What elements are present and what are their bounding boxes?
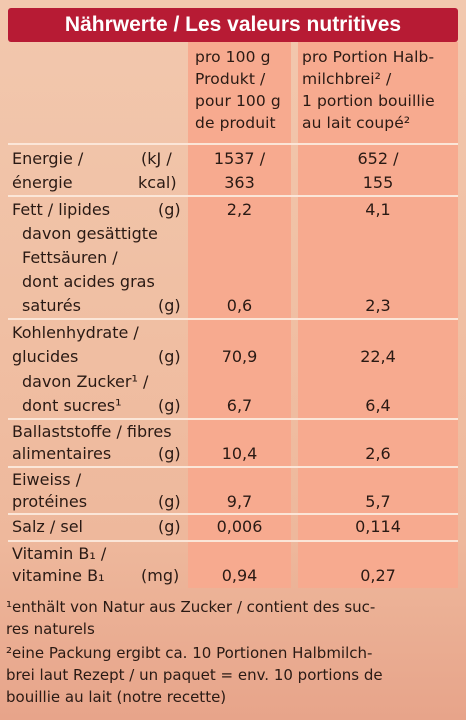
header-line: milchbrei² / (302, 70, 392, 88)
salt-per-portion: 0,114 (355, 517, 401, 536)
fibre-per-100g: 10,4 (221, 444, 258, 463)
protein-per-portion: 5,7 (365, 492, 391, 511)
footnote-line: brei laut Rezept / un paquet = env. 10 p… (6, 666, 383, 684)
row-divider (8, 540, 458, 542)
saturated-unit: (g) (158, 296, 181, 315)
saturated-per-100g: 0,6 (226, 296, 253, 315)
row-divider (8, 513, 458, 515)
protein-label-de: Eiweiss / (12, 470, 82, 489)
protein-unit: (g) (158, 492, 181, 511)
fat-unit: (g) (158, 200, 181, 219)
footnote-2: ²eine Packung ergibt ca. 10 Portionen Ha… (6, 642, 462, 708)
protein-per-100g: 9,7 (226, 492, 253, 511)
vitamin-b1-unit: (mg) (141, 566, 180, 585)
sugar-label-de: davon Zucker¹ / (22, 372, 149, 391)
header-line: pro Portion Halb- (302, 48, 435, 66)
header-line: de produit (195, 114, 276, 132)
salt-label: Salz / sel (12, 517, 83, 536)
header-line: au lait coupé² (302, 114, 411, 132)
column-header-per-100g: pro 100 g Produkt / pour 100 g de produi… (195, 46, 291, 134)
row-divider (8, 195, 458, 197)
saturated-per-portion: 2,3 (365, 296, 391, 315)
salt-per-100g: 0,006 (216, 517, 263, 536)
row-divider (8, 466, 458, 468)
fat-per-portion: 4,1 (365, 200, 391, 219)
salt-unit: (g) (158, 517, 181, 536)
column-per-100g-background (188, 42, 291, 588)
energy-unit-kcal: kcal) (138, 173, 177, 192)
fibre-per-portion: 2,6 (365, 444, 391, 463)
energy-unit-kj: (kJ / (141, 149, 172, 168)
carbs-per-100g: 70,9 (221, 347, 258, 366)
vitamin-b1-per-100g: 0,94 (221, 566, 258, 585)
header-line: Produkt / (195, 70, 266, 88)
carbs-unit: (g) (158, 347, 181, 366)
vitamin-b1-label-fr: vitamine B₁ (12, 566, 105, 585)
sugar-per-portion: 6,4 (365, 396, 391, 415)
energy-label-fr: énergie (12, 173, 73, 192)
carbs-label-de: Kohlenhydrate / (12, 323, 139, 342)
energy-kj-per-portion: 652 / (357, 149, 399, 168)
row-divider (8, 143, 458, 145)
header-line: 1 portion bouillie (302, 92, 435, 110)
fibre-label-1: Ballaststoffe / fibres (12, 422, 172, 441)
vitamin-b1-label-de: Vitamin B₁ / (12, 544, 107, 563)
saturated-label-1: davon gesättigte (22, 224, 158, 243)
fat-per-100g: 2,2 (226, 200, 253, 219)
energy-label-de: Energie / (12, 149, 84, 168)
sugar-label-fr: dont sucres¹ (22, 396, 122, 415)
sugar-unit: (g) (158, 396, 181, 415)
saturated-label-4: saturés (22, 296, 81, 315)
fibre-label-2: alimentaires (12, 444, 112, 463)
table-title: Nährwerte / Les valeurs nutritives (8, 8, 458, 42)
protein-label-fr: protéines (12, 492, 88, 511)
column-header-per-portion: pro Portion Halb- milchbrei² / 1 portion… (302, 46, 458, 134)
saturated-label-2: Fettsäuren / (22, 248, 118, 267)
row-divider (8, 418, 458, 420)
header-line: pro 100 g (195, 48, 271, 66)
energy-kj-per-100g: 1537 / (213, 149, 266, 168)
fat-label: Fett / lipides (12, 200, 111, 219)
carbs-label-fr: glucides (12, 347, 79, 366)
header-line: pour 100 g (195, 92, 281, 110)
fibre-unit: (g) (158, 444, 181, 463)
sugar-per-100g: 6,7 (226, 396, 253, 415)
column-per-portion-background (298, 42, 458, 588)
energy-kcal-per-portion: 155 (362, 173, 394, 192)
footnote-line: res naturels (6, 620, 95, 638)
saturated-label-3: dont acides gras (22, 272, 155, 291)
footnote-line: ¹enthält von Natur aus Zucker / contient… (6, 598, 376, 616)
footnote-1: ¹enthält von Natur aus Zucker / contient… (6, 596, 462, 640)
carbs-per-portion: 22,4 (360, 347, 396, 366)
vitamin-b1-per-portion: 0,27 (360, 566, 396, 585)
energy-kcal-per-100g: 363 (224, 173, 255, 192)
footnote-line: ²eine Packung ergibt ca. 10 Portionen Ha… (6, 644, 373, 662)
footnote-line: bouillie au lait (notre recette) (6, 688, 227, 706)
row-divider (8, 318, 458, 320)
